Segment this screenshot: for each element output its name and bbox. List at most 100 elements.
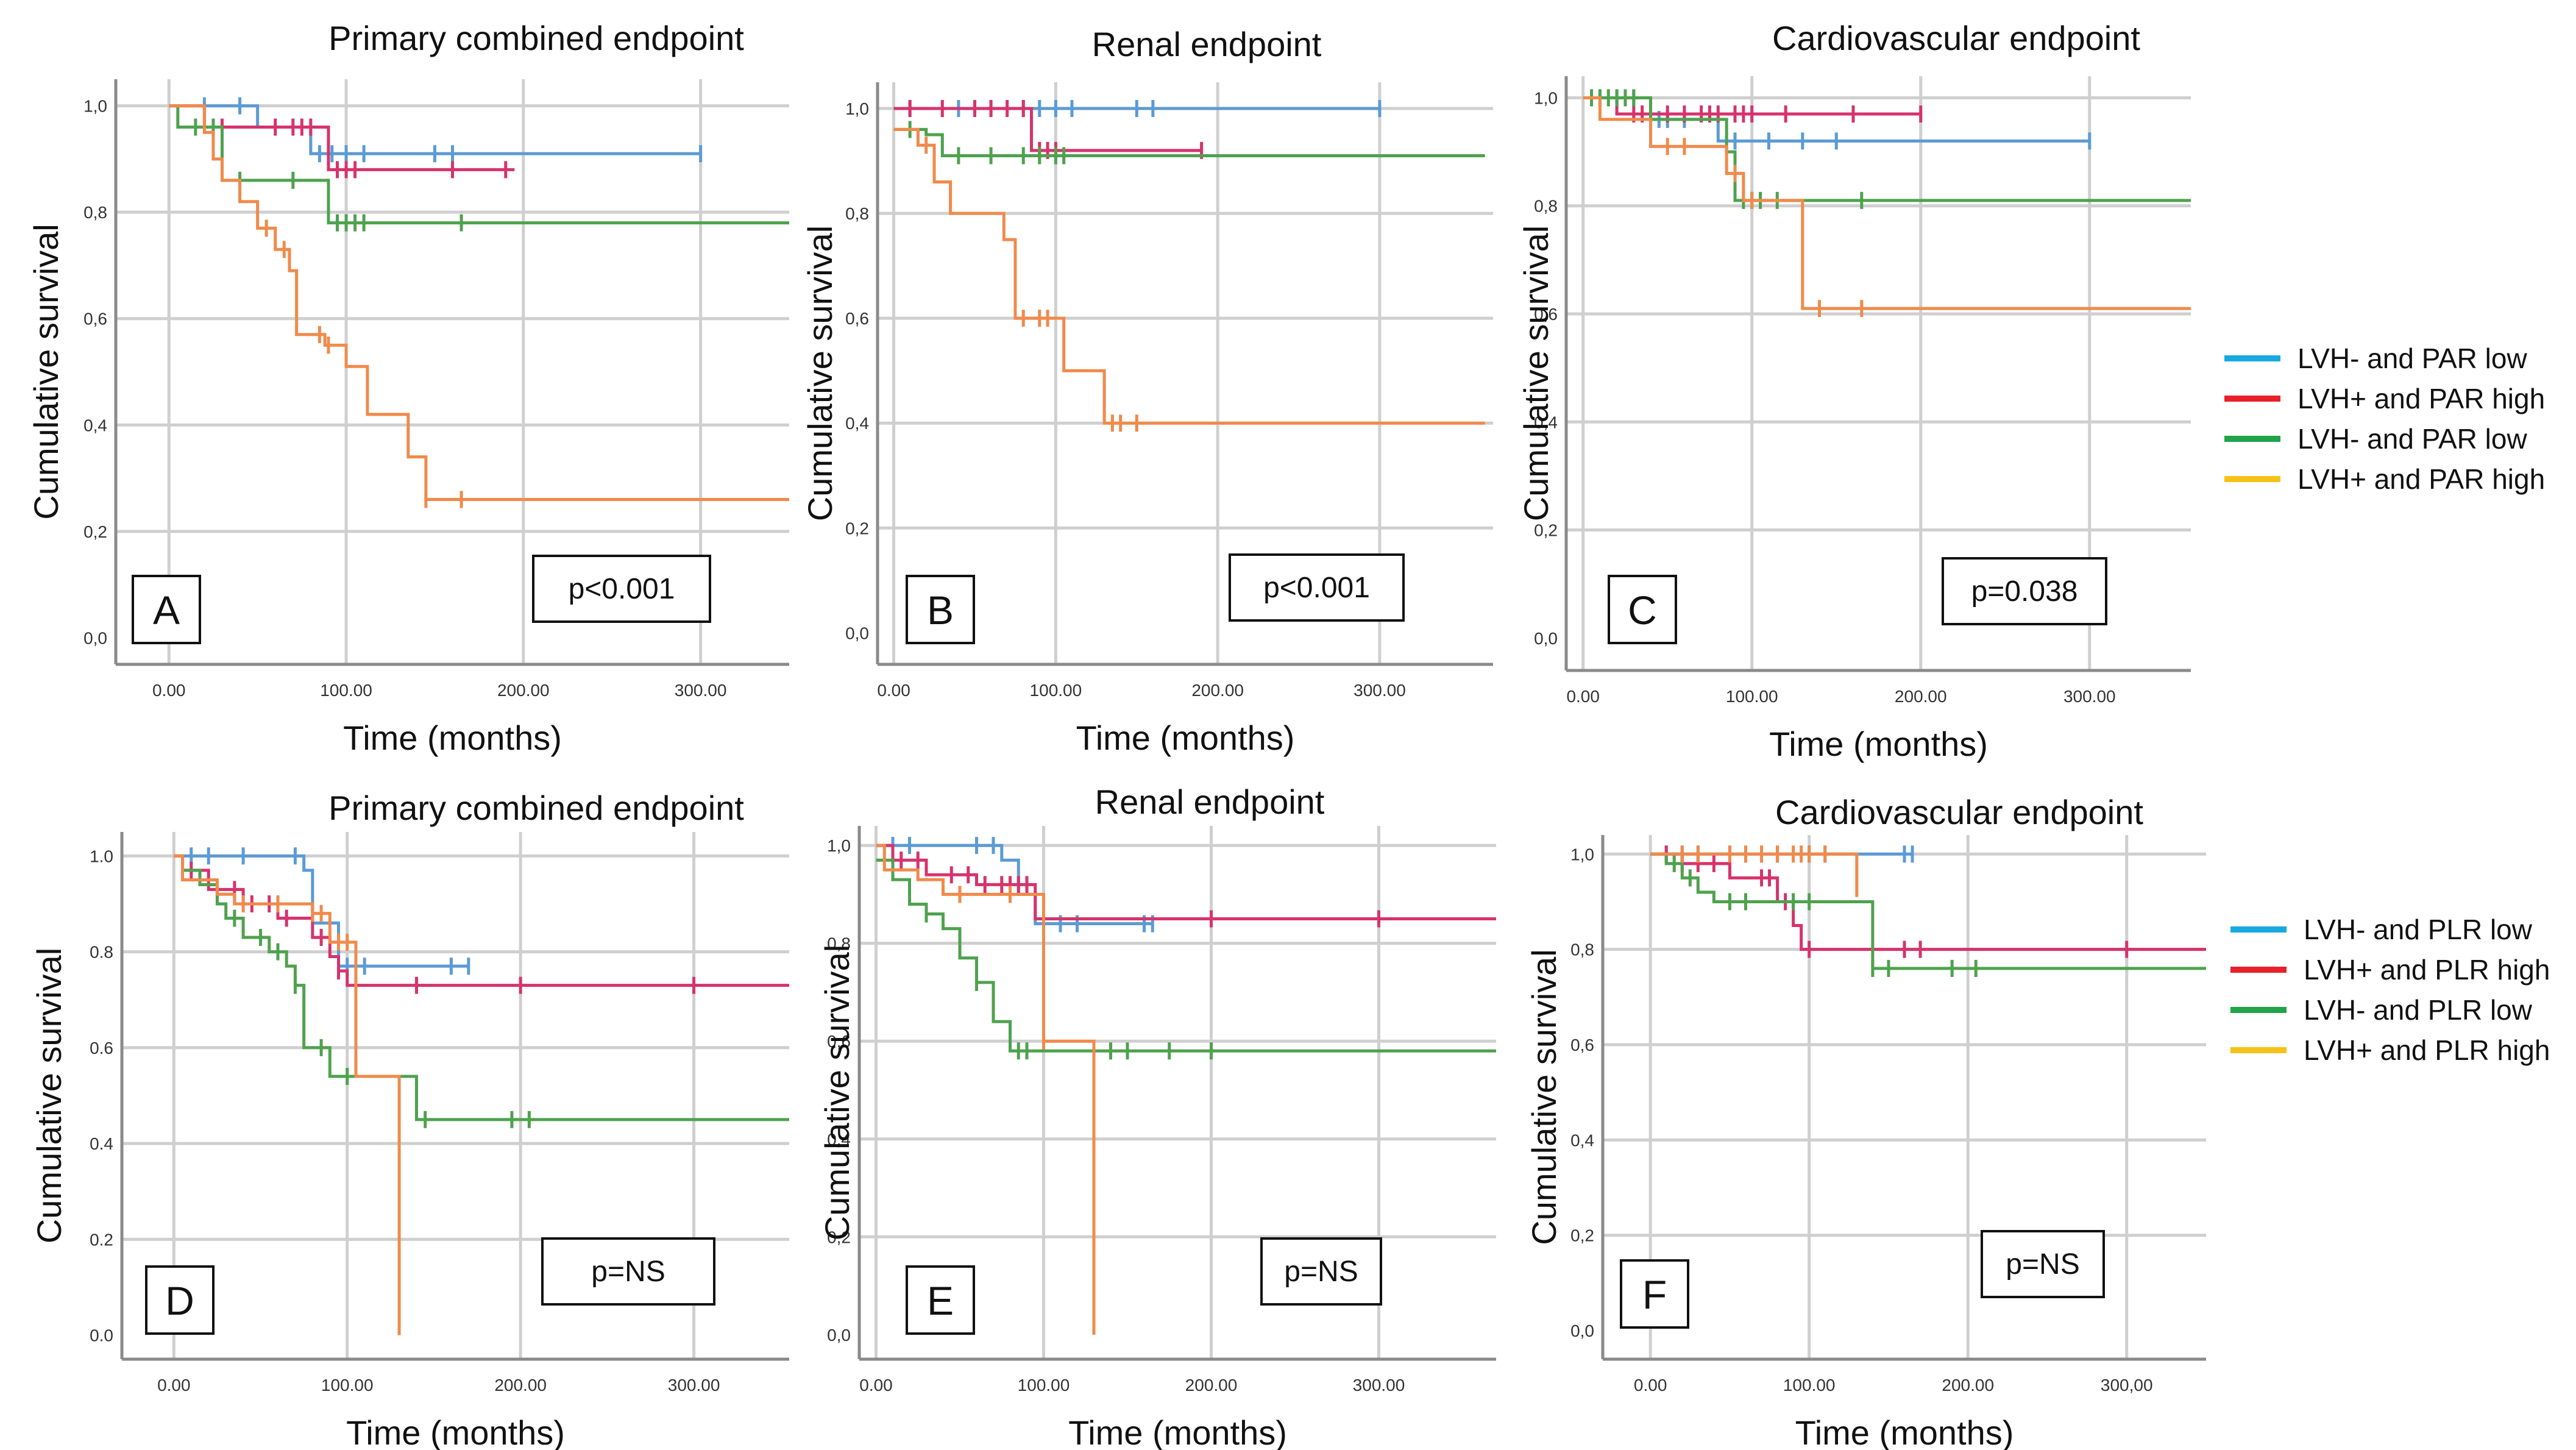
y-tick-label: 0,6 xyxy=(827,1032,851,1051)
legend-swatch xyxy=(2224,355,2280,361)
pvalue-box xyxy=(1942,557,2107,625)
survival-curve-orange xyxy=(876,844,1096,1335)
legend-label: LVH+ and PAR high xyxy=(2297,383,2546,414)
x-tick-label: 100.00 xyxy=(320,681,372,700)
panel-letter-box xyxy=(132,575,201,644)
legend-item: LVH+ and PLR high xyxy=(2230,950,2550,990)
x-tick-label: 300.00 xyxy=(2063,687,2116,706)
legend-label: LVH+ and PLR high xyxy=(2304,1034,2550,1066)
x-axis-label: Time (months) xyxy=(343,719,562,757)
pvalue-box xyxy=(1229,553,1405,622)
pvalue-text: p=NS xyxy=(1284,1256,1358,1288)
pvalue-text: p=NS xyxy=(2006,1248,2079,1281)
panel-title: Renal endpoint xyxy=(1092,25,1322,63)
panel-letter: C xyxy=(1628,588,1657,633)
survival-curve-green xyxy=(1583,96,2191,202)
legend-swatch xyxy=(2224,396,2280,402)
survival-curve-orange xyxy=(174,854,401,1335)
legend-label: LVH- and PLR low xyxy=(2304,994,2532,1026)
legend-label: LVH- and PLR low xyxy=(2304,914,2532,945)
y-tick-label: 0,6 xyxy=(83,310,107,329)
pvalue-box xyxy=(1260,1237,1382,1306)
legend-swatch xyxy=(2230,967,2287,973)
survival-curve-green xyxy=(1650,852,2206,970)
pvalue-text: p<0.001 xyxy=(569,573,675,605)
panel-letter: E xyxy=(927,1278,954,1323)
y-tick-label: 0,0 xyxy=(845,624,869,642)
y-axis-label: Cumulative survival xyxy=(1517,226,1555,522)
y-tick-label: 0,6 xyxy=(1534,305,1558,324)
y-tick-label: 0,8 xyxy=(1534,197,1558,216)
panel-A: 0,0 0,2 0,4 0,6 0,8 1,0 0.00 100.00 200.00 300.00… xyxy=(27,19,789,757)
pvalue-text: p=0.038 xyxy=(1971,575,2078,608)
x-tick-label: 200.00 xyxy=(1185,1376,1238,1395)
legend-item: LVH+ and PLR high xyxy=(2230,1030,2550,1070)
legend-plr: LVH- and PLR low LVH+ and PLR high LVH- an… xyxy=(2230,909,2550,1070)
pvalue-text: p<0.001 xyxy=(1263,572,1370,604)
y-tick-label: 0,4 xyxy=(1534,413,1558,432)
y-tick-label: 0,8 xyxy=(83,203,107,222)
legend-label: LVH- and PAR low xyxy=(2297,423,2527,455)
y-tick-label: 0.0 xyxy=(90,1326,113,1345)
panel-letter-box xyxy=(906,575,975,644)
y-tick-label: 1,0 xyxy=(83,97,107,116)
x-tick-label: 200.00 xyxy=(1895,687,1947,706)
x-tick-label: 100.00 xyxy=(1030,681,1082,700)
y-tick-label: 0,8 xyxy=(845,204,869,223)
y-tick-label: 1,0 xyxy=(845,99,869,118)
y-tick-label: 0.6 xyxy=(90,1039,113,1057)
y-tick-label: 0,4 xyxy=(845,414,869,433)
y-tick-label: 0,6 xyxy=(845,309,869,328)
y-tick-label: 0,2 xyxy=(1570,1226,1594,1245)
y-tick-label: 0,0 xyxy=(1534,629,1558,648)
panel-title: Cardiovascular endpoint xyxy=(1775,793,2143,831)
y-tick-label: 0,8 xyxy=(1570,940,1594,959)
y-tick-label: 1,0 xyxy=(827,836,851,855)
y-tick-label: 1.0 xyxy=(90,847,113,865)
y-tick-label: 0,8 xyxy=(827,934,851,953)
x-tick-label: 0.00 xyxy=(877,681,910,700)
panel-letter-box xyxy=(1608,575,1677,644)
survival-curve-orange xyxy=(169,104,789,501)
y-axis-label: Cumulative survival xyxy=(818,945,856,1241)
legend-label: LVH- and PAR low xyxy=(2297,343,2527,374)
pvalue-box xyxy=(541,1237,715,1306)
panel-F: 0,0 0,2 0,4 0,6 0,8 1,0 0.00 100.00 200.00 300,00… xyxy=(1525,793,2206,1450)
survival-curve-green xyxy=(174,854,789,1121)
legend-swatch xyxy=(2224,476,2280,482)
y-tick-label: 0,2 xyxy=(83,522,107,541)
y-tick-label: 0,6 xyxy=(1570,1036,1594,1054)
survival-curve-red xyxy=(893,107,1202,152)
x-tick-label: 200.00 xyxy=(1942,1376,1994,1395)
legend-label: LVH+ and PAR high xyxy=(2297,463,2546,495)
panel-letter: F xyxy=(1642,1272,1667,1317)
legend-item: LVH- and PAR low xyxy=(2224,419,2545,459)
panel-E: 0,0 0,2 0,4 0,6 0,8 1,0 0.00 100.00 200.00 300.00… xyxy=(818,783,1496,1450)
panel-letter: B xyxy=(927,588,954,633)
x-axis-label: Time (months) xyxy=(1769,725,1988,763)
y-tick-label: 0,4 xyxy=(83,416,107,435)
panel-letter-box xyxy=(1620,1259,1689,1329)
y-tick-label: 0,4 xyxy=(1570,1131,1594,1150)
pvalue-box xyxy=(1981,1230,2105,1298)
y-axis-label: Cumulative survival xyxy=(27,224,65,520)
y-axis-label: Cumulative survival xyxy=(30,948,68,1244)
y-tick-label: 0,0 xyxy=(1570,1321,1594,1340)
legend-par: LVH- and PAR low LVH+ and PAR high LVH- an… xyxy=(2224,338,2545,499)
survival-curve-orange xyxy=(1583,96,2191,310)
panel-title: Primary combined endpoint xyxy=(328,789,744,827)
x-tick-label: 0.00 xyxy=(152,681,186,700)
y-axis-label: Cumulative survival xyxy=(801,226,839,522)
pvalue-text: p=NS xyxy=(591,1256,665,1288)
legend-item: LVH+ and PAR high xyxy=(2224,378,2545,419)
y-tick-label: 0.2 xyxy=(90,1230,113,1249)
legend-swatch xyxy=(2230,926,2287,933)
panel-title: Cardiovascular endpoint xyxy=(1772,19,2140,57)
legend-item: LVH- and PLR low xyxy=(2230,990,2550,1030)
y-tick-label: 0.8 xyxy=(90,943,113,962)
x-tick-label: 200.00 xyxy=(494,1376,547,1395)
legend-swatch xyxy=(2230,1007,2287,1013)
x-axis-label: Time (months) xyxy=(1068,1413,1287,1450)
legend-swatch xyxy=(2224,436,2280,442)
x-tick-label: 100.00 xyxy=(1726,687,1778,706)
